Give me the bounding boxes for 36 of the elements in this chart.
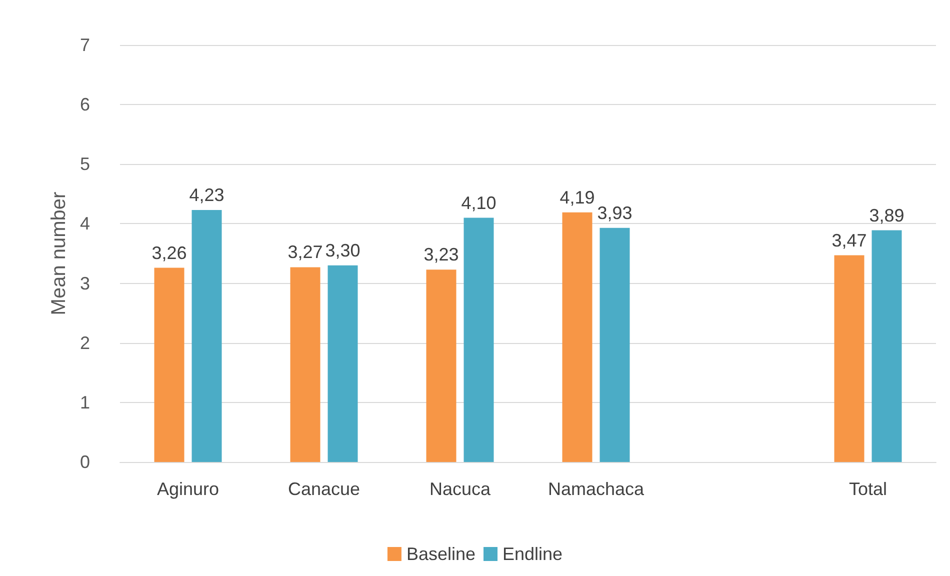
data-label: 3,93 [597, 202, 632, 223]
y-tick-label: 7 [80, 35, 90, 55]
data-label: 3,27 [288, 242, 323, 262]
y-axis-title: Mean number [48, 191, 70, 316]
data-label: 3,89 [869, 205, 904, 226]
bar [154, 268, 184, 462]
x-tick-label: Canacue [288, 479, 360, 499]
data-label: 3,26 [152, 242, 187, 263]
y-tick-label: 5 [80, 154, 90, 174]
data-label: 3,23 [424, 244, 459, 265]
bar [834, 255, 864, 462]
bar [600, 228, 630, 462]
data-label: 4,19 [560, 187, 595, 208]
bar [562, 212, 592, 462]
data-label: 4,10 [461, 192, 496, 213]
data-label: 3,47 [832, 230, 867, 250]
legend-label: Endline [502, 544, 563, 564]
legend-label: Baseline [406, 544, 476, 564]
y-tick-label: 1 [80, 392, 90, 412]
bar [328, 265, 358, 462]
y-tick-label: 3 [80, 273, 90, 294]
x-tick-label: Total [848, 479, 888, 499]
y-tick-label: 0 [80, 452, 90, 472]
bar [872, 230, 902, 462]
data-label: 4,23 [189, 185, 224, 206]
bar [426, 270, 456, 462]
x-tick-label: Namachaca [548, 479, 646, 499]
x-tick-label: Aginuro [156, 479, 220, 499]
y-tick-label: 4 [80, 214, 90, 234]
bar [290, 267, 320, 462]
x-tick-label: Nacuca [429, 479, 492, 499]
y-tick-label: 6 [80, 94, 90, 115]
data-label: 3,30 [325, 240, 360, 260]
bar [192, 210, 222, 462]
y-tick-label: 2 [80, 332, 90, 353]
bar [464, 218, 494, 462]
